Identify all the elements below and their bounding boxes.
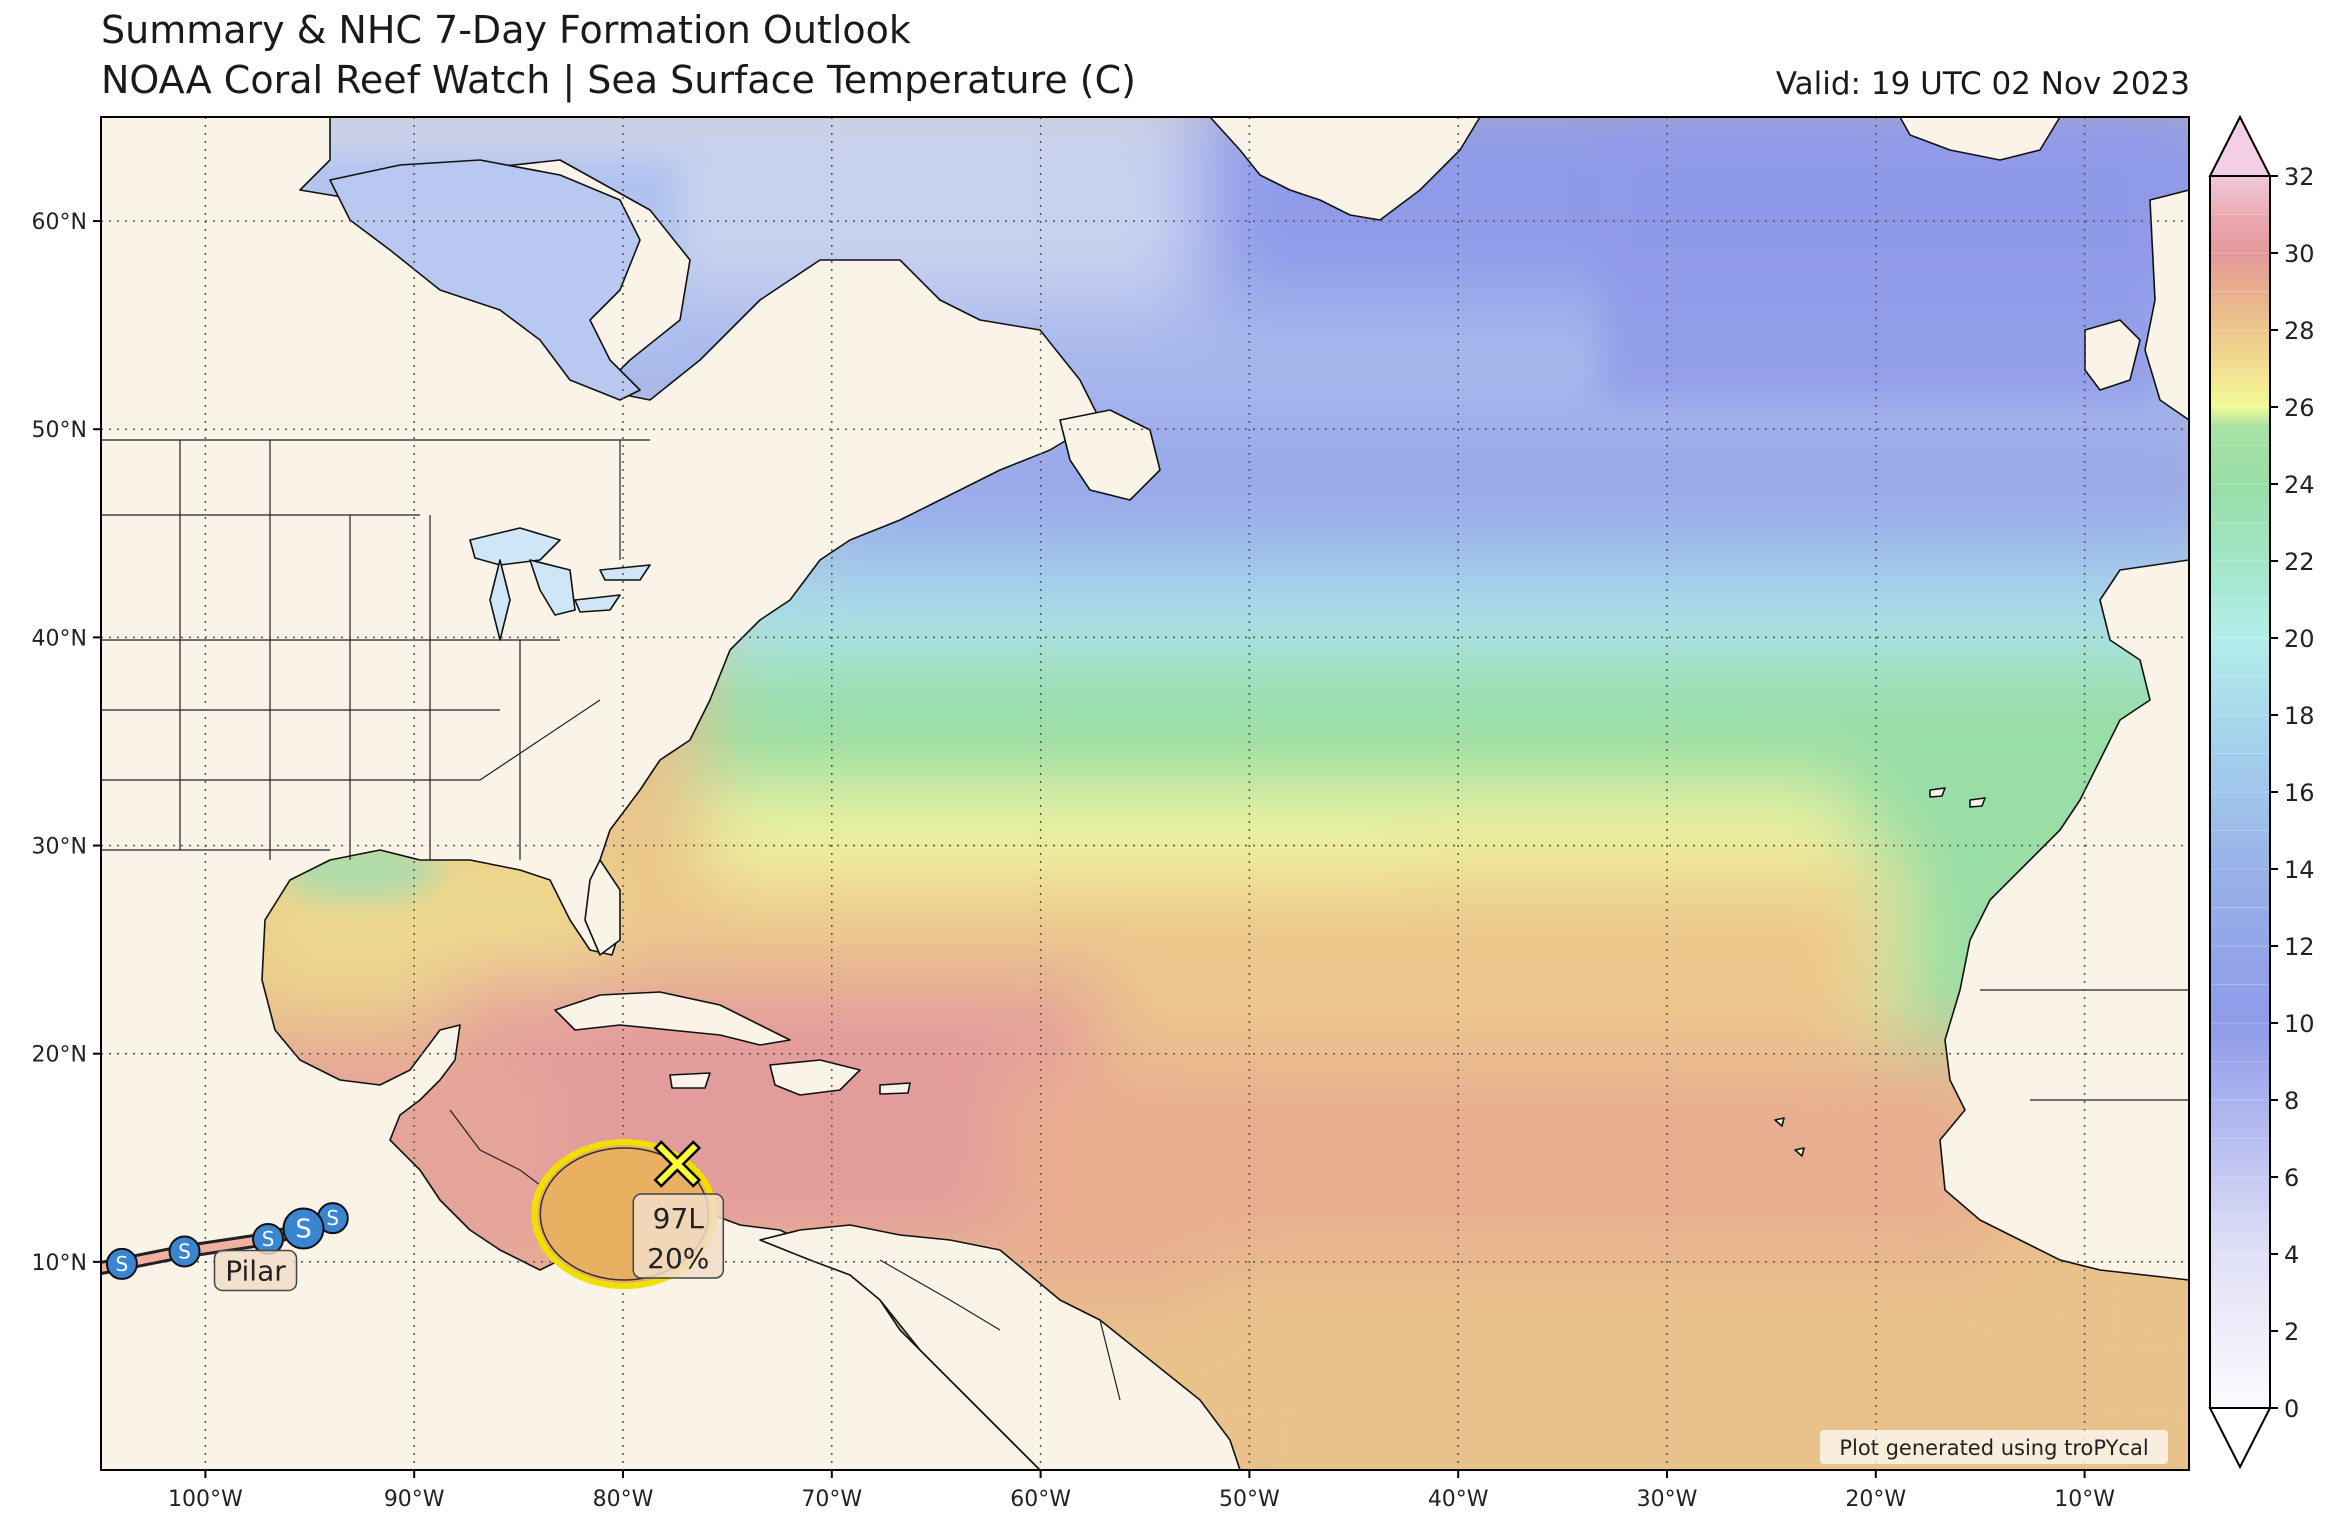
- colorbar-extend-bottom: [2208, 1407, 2272, 1470]
- storm-position-marker: [168, 1235, 201, 1268]
- lat-tick-label: 10°N: [32, 1251, 87, 1276]
- storm-symbol-label: S: [116, 1252, 129, 1276]
- land: [101, 117, 2189, 1470]
- newfoundland: [1059, 409, 1161, 501]
- outlook-label-box: [632, 1193, 725, 1279]
- map-frame: [100, 116, 2190, 1471]
- colorbar-tick-label: 26: [2284, 394, 2315, 422]
- colorbar-tick-label: 18: [2284, 702, 2315, 730]
- colorbar-tick-label: 14: [2284, 856, 2315, 884]
- outlook-probability-label: 20%: [647, 1242, 709, 1275]
- storm-symbol-label: S: [295, 1215, 312, 1245]
- outlook-97l: 97L 20%: [531, 1139, 725, 1290]
- political-borders: [101, 439, 2189, 1401]
- lon-tick-label: 80°W: [593, 1487, 654, 1512]
- colorbar-tick-label: 0: [2284, 1395, 2299, 1423]
- colorbar-tick-label: 6: [2284, 1164, 2299, 1192]
- x-icon: [653, 1140, 702, 1188]
- storm-symbol-label: S: [262, 1227, 275, 1251]
- hudson-bay: [329, 159, 641, 401]
- colorbar-tick-label: 2: [2284, 1318, 2299, 1346]
- colorbar-tick-label: 24: [2284, 471, 2315, 499]
- lat-tick-label: 40°N: [32, 626, 87, 651]
- storm-label-box: [213, 1249, 298, 1292]
- cuba: [554, 991, 791, 1046]
- great-britain: [2144, 189, 2189, 421]
- colorbar-tick-label: 12: [2284, 933, 2315, 961]
- storm-symbol-label: S: [326, 1206, 339, 1230]
- colorbar-tick-label: 30: [2284, 240, 2315, 268]
- lon-tick-label: 100°W: [168, 1487, 243, 1512]
- colorbar-tick-label: 16: [2284, 779, 2315, 807]
- outlook-x-marker: [653, 1140, 702, 1188]
- ireland: [2084, 319, 2141, 391]
- gridlines: [101, 117, 2189, 1470]
- chart-subtitle: NOAA Coral Reef Watch | Sea Surface Temp…: [101, 58, 1136, 102]
- lon-tick-label: 20°W: [1845, 1487, 1906, 1512]
- lon-axis: 100°W 90°W 80°W 70°W 60°W 50°W 40°W 30°W 20°W 10°…: [168, 1470, 2115, 1512]
- storm-position-marker: [105, 1247, 138, 1280]
- colorbar-tick-label: 8: [2284, 1087, 2299, 1115]
- colorbar-bar: [2210, 176, 2270, 1408]
- colorbar-tick-label: 10: [2284, 1010, 2315, 1038]
- outlook-name-label: 97L: [653, 1202, 705, 1235]
- lat-axis: 10°N 20°N 30°N 40°N 50°N 60°N: [32, 210, 101, 1276]
- colorbar-steps: [2210, 214, 2270, 1370]
- colorbar-tick-label: 22: [2284, 548, 2315, 576]
- colorbar-extend-top: [2208, 114, 2272, 177]
- lat-tick-label: 50°N: [32, 418, 87, 443]
- colorbar-tick-label: 32: [2284, 163, 2315, 191]
- lat-tick-label: 30°N: [32, 835, 87, 860]
- lat-tick-label: 60°N: [32, 210, 87, 235]
- lon-tick-label: 40°W: [1428, 1487, 1489, 1512]
- colorbar-tick-label: 20: [2284, 625, 2315, 653]
- credit-box: [1820, 1430, 2168, 1464]
- greenland: [1209, 117, 1481, 221]
- hispaniola: [769, 1059, 861, 1096]
- lon-tick-label: 50°W: [1219, 1487, 1280, 1512]
- chart-title: Summary & NHC 7-Day Formation Outlook: [101, 8, 911, 52]
- lon-tick-label: 30°W: [1637, 1487, 1698, 1512]
- lon-tick-label: 90°W: [384, 1487, 445, 1512]
- storm-name-label: Pilar: [225, 1254, 286, 1287]
- credit-text: Plot generated using troPYcal: [1839, 1436, 2148, 1460]
- lon-tick-label: 60°W: [1010, 1487, 1071, 1512]
- lon-tick-label: 70°W: [801, 1487, 862, 1512]
- lat-tick-label: 20°N: [32, 1043, 87, 1068]
- south-america: [759, 1224, 1241, 1470]
- storm-symbol-label: S: [178, 1239, 191, 1263]
- lon-tick-label: 10°W: [2054, 1487, 2115, 1512]
- valid-time-label: Valid: 19 UTC 02 Nov 2023: [1775, 66, 2190, 102]
- iceland: [1899, 117, 2061, 161]
- colorbar-tick-label: 28: [2284, 317, 2315, 345]
- storm-position-marker: [282, 1207, 325, 1250]
- colorbar-tick-label: 4: [2284, 1241, 2299, 1269]
